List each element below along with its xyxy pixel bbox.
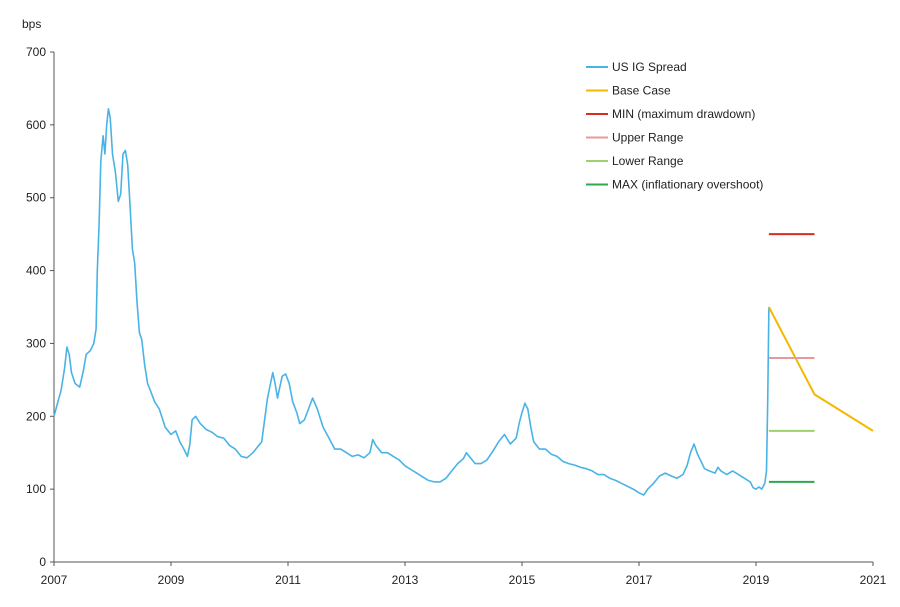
legend-label: Base Case xyxy=(612,84,671,98)
x-tick-label: 2019 xyxy=(743,573,770,587)
y-tick-label: 500 xyxy=(26,191,46,205)
y-tick-label: 0 xyxy=(39,555,46,569)
y-ticks: 0 100 200 300 400 500 600 700 xyxy=(26,45,54,569)
x-tick-label: 2009 xyxy=(158,573,185,587)
y-tick-label: 300 xyxy=(26,336,46,350)
x-ticks: 2007 2009 2011 2013 2015 2017 2019 2021 xyxy=(41,562,887,587)
y-tick-label: 100 xyxy=(26,482,46,496)
x-tick-label: 2011 xyxy=(275,573,301,587)
x-tick-label: 2021 xyxy=(860,573,887,587)
x-tick-label: 2017 xyxy=(626,573,653,587)
legend: US IG Spread Base Case MIN (maximum drawdo… xyxy=(586,60,763,192)
x-tick-label: 2013 xyxy=(392,573,419,587)
series-line-us-ig-spread xyxy=(53,108,770,496)
legend-label: Lower Range xyxy=(612,154,684,168)
y-tick-label: 700 xyxy=(26,45,46,59)
x-tick-label: 2015 xyxy=(509,573,536,587)
legend-label: MAX (inflationary overshoot) xyxy=(612,178,763,192)
legend-label: Upper Range xyxy=(612,131,684,145)
series-lines xyxy=(53,108,874,496)
x-tick-label: 2007 xyxy=(41,573,68,587)
y-tick-label: 600 xyxy=(26,118,46,132)
series-line-base-case xyxy=(768,306,874,432)
legend-label: US IG Spread xyxy=(612,60,687,74)
legend-label: MIN (maximum drawdown) xyxy=(612,107,755,121)
y-tick-label: 400 xyxy=(26,264,46,278)
y-tick-label: 200 xyxy=(26,409,46,423)
y-axis-label: bps xyxy=(22,17,41,31)
